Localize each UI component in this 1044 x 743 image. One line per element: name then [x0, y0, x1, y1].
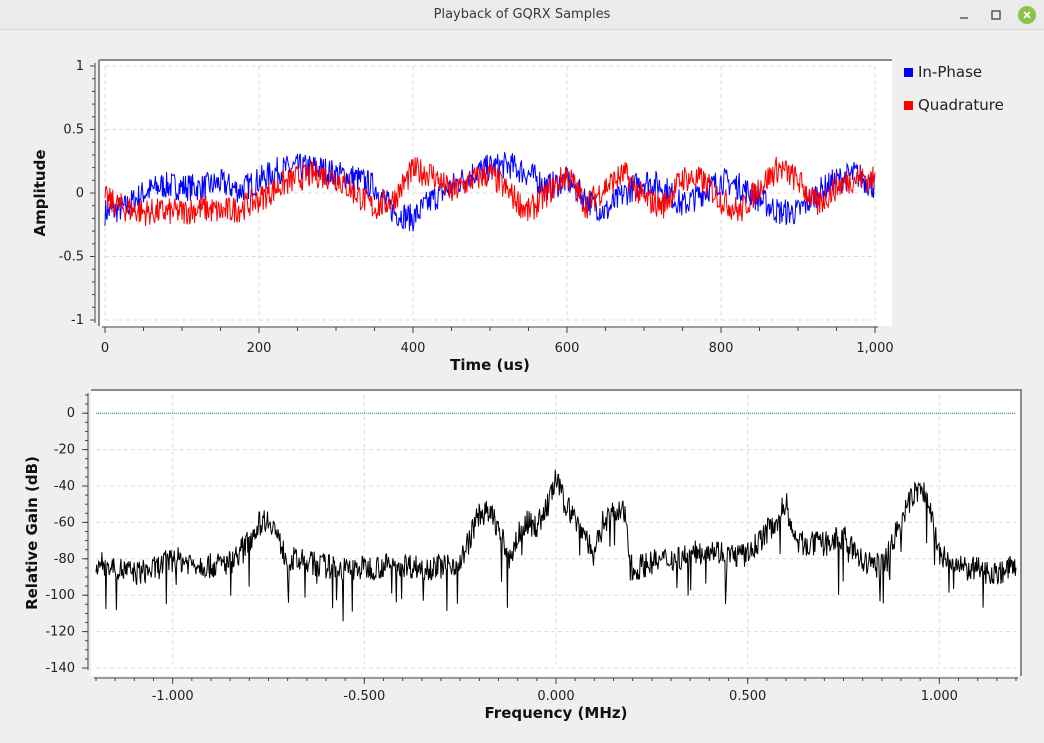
- y-tick-label: -0.5: [59, 250, 84, 265]
- y-tick-label: -20: [54, 443, 75, 458]
- maximize-icon[interactable]: [987, 6, 1005, 24]
- y-tick-label: 0.5: [63, 123, 84, 138]
- y-tick-label: -40: [54, 479, 75, 494]
- series-line-inphase: [104, 152, 876, 232]
- x-tick-label: 0.500: [729, 689, 766, 704]
- x-tick-label: -1.000: [152, 689, 194, 704]
- y-tick-label: -120: [45, 625, 75, 640]
- x-tick-label: 400: [401, 341, 426, 356]
- x-tick-label: 800: [709, 341, 734, 356]
- y-tick-label: 0: [67, 406, 75, 421]
- legend-swatch: [904, 68, 913, 77]
- legend-label: Quadrature: [918, 96, 1004, 114]
- spectrum-line: [95, 469, 1017, 622]
- x-tick-label: -0.500: [343, 689, 385, 704]
- window-title: Playback of GQRX Samples: [433, 7, 611, 22]
- minimize-icon[interactable]: [955, 6, 973, 24]
- y-tick-label: 1: [76, 59, 84, 74]
- time-plot-area: 1 0.5 0 -0.5 -1 0 200 400 600 800 1,000 Time (us) Am…: [31, 59, 1004, 374]
- y-tick-label: -60: [54, 515, 75, 530]
- x-axis-label: Frequency (MHz): [485, 704, 628, 722]
- x-tick-label: 1.000: [921, 689, 958, 704]
- y-tick-label: -1: [71, 313, 84, 328]
- x-axis-label: Time (us): [450, 356, 530, 374]
- y-axis-label: Amplitude: [31, 149, 49, 236]
- y-tick-label: -100: [45, 588, 75, 603]
- series-line-quadrature: [104, 156, 876, 226]
- title-bar: Playback of GQRX Samples: [0, 0, 1044, 30]
- x-tick-label: 600: [555, 341, 580, 356]
- plot-background: [91, 390, 1022, 676]
- plot-background: [99, 60, 892, 326]
- y-tick-label: 0: [76, 186, 84, 201]
- x-tick-label: 0: [101, 341, 109, 356]
- x-tick-label: 200: [247, 341, 272, 356]
- x-tick-label: 1,000: [856, 341, 893, 356]
- y-axis-label: Relative Gain (dB): [23, 456, 41, 610]
- close-icon[interactable]: [1018, 6, 1036, 24]
- freq-plot-area: 0 -20 -40 -60 -80 -100 -120 -140 -1.000 -0.500 0.0…: [23, 389, 1022, 722]
- x-tick-label: 0.000: [537, 689, 574, 704]
- y-tick-label: -80: [54, 552, 75, 567]
- legend-label: In-Phase: [918, 63, 982, 81]
- y-tick-label: -140: [45, 661, 75, 676]
- legend-swatch: [904, 101, 913, 110]
